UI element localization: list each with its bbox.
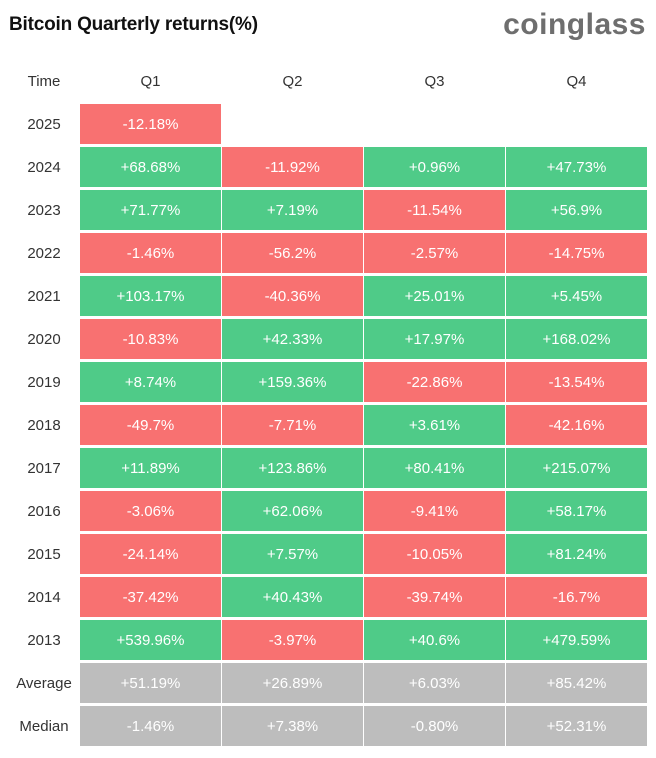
return-cell: +123.86% [222,448,363,488]
row-label: 2020 [27,330,61,348]
row-label: 2024 [27,158,61,176]
header-time: Time [27,72,61,90]
summary-cell: +85.42% [506,663,647,703]
return-cell: -37.42% [80,577,221,617]
return-cell: +56.9% [506,190,647,230]
return-cell: +7.19% [222,190,363,230]
summary-cell: +52.31% [506,706,647,746]
row-label: 2021 [27,287,61,305]
row-label: Median [19,717,69,735]
summary-cell: +51.19% [80,663,221,703]
row-label: 2014 [27,588,61,606]
summary-cell: +7.38% [222,706,363,746]
return-cell: -10.83% [80,319,221,359]
return-cell: +168.02% [506,319,647,359]
return-cell: +479.59% [506,620,647,660]
return-cell: +25.01% [364,276,505,316]
return-cell: +40.6% [364,620,505,660]
return-cell: -3.06% [80,491,221,531]
return-cell: +539.96% [80,620,221,660]
return-cell: -2.57% [364,233,505,273]
return-cell: -7.71% [222,405,363,445]
return-cell: -9.41% [364,491,505,531]
row-label: 2023 [27,201,61,219]
row-label: 2013 [27,631,61,649]
chart-title: Bitcoin Quarterly returns(%) [9,14,258,35]
header-q4: Q4 [566,72,587,90]
row-label: 2016 [27,502,61,520]
return-cell: +71.77% [80,190,221,230]
return-cell: +159.36% [222,362,363,402]
return-cell: -16.7% [506,577,647,617]
return-cell: +215.07% [506,448,647,488]
summary-cell: +26.89% [222,663,363,703]
return-cell: +7.57% [222,534,363,574]
row-label: Average [16,674,72,692]
return-cell: -1.46% [80,233,221,273]
row-label: 2022 [27,244,61,262]
return-cell: -12.18% [80,104,221,144]
row-label: 2019 [27,373,61,391]
header-q3: Q3 [424,72,445,90]
return-cell: -11.92% [222,147,363,187]
header-q1: Q1 [140,72,161,90]
return-cell: -10.05% [364,534,505,574]
return-cell: -56.2% [222,233,363,273]
return-cell: -22.86% [364,362,505,402]
return-cell: -11.54% [364,190,505,230]
row-label: 2015 [27,545,61,563]
row-label: 2018 [27,416,61,434]
return-cell: +42.33% [222,319,363,359]
return-cell: -14.75% [506,233,647,273]
return-cell: +5.45% [506,276,647,316]
return-cell: +58.17% [506,491,647,531]
return-cell: -42.16% [506,405,647,445]
brand-logo: coinglass [503,8,646,41]
return-cell: +81.24% [506,534,647,574]
return-cell: -24.14% [80,534,221,574]
header-q2: Q2 [282,72,303,90]
return-cell: -3.97% [222,620,363,660]
return-cell: +62.06% [222,491,363,531]
return-cell: +80.41% [364,448,505,488]
return-cell: -39.74% [364,577,505,617]
summary-cell: -1.46% [80,706,221,746]
row-label: 2017 [27,459,61,477]
return-cell: -49.7% [80,405,221,445]
return-cell: +0.96% [364,147,505,187]
return-cell: -13.54% [506,362,647,402]
return-cell: +47.73% [506,147,647,187]
return-cell: +40.43% [222,577,363,617]
row-label: 2025 [27,115,61,133]
summary-cell: +6.03% [364,663,505,703]
summary-cell: -0.80% [364,706,505,746]
return-cell: -40.36% [222,276,363,316]
return-cell: +11.89% [80,448,221,488]
return-cell: +17.97% [364,319,505,359]
return-cell: +103.17% [80,276,221,316]
return-cell: +3.61% [364,405,505,445]
return-cell: +68.68% [80,147,221,187]
return-cell: +8.74% [80,362,221,402]
